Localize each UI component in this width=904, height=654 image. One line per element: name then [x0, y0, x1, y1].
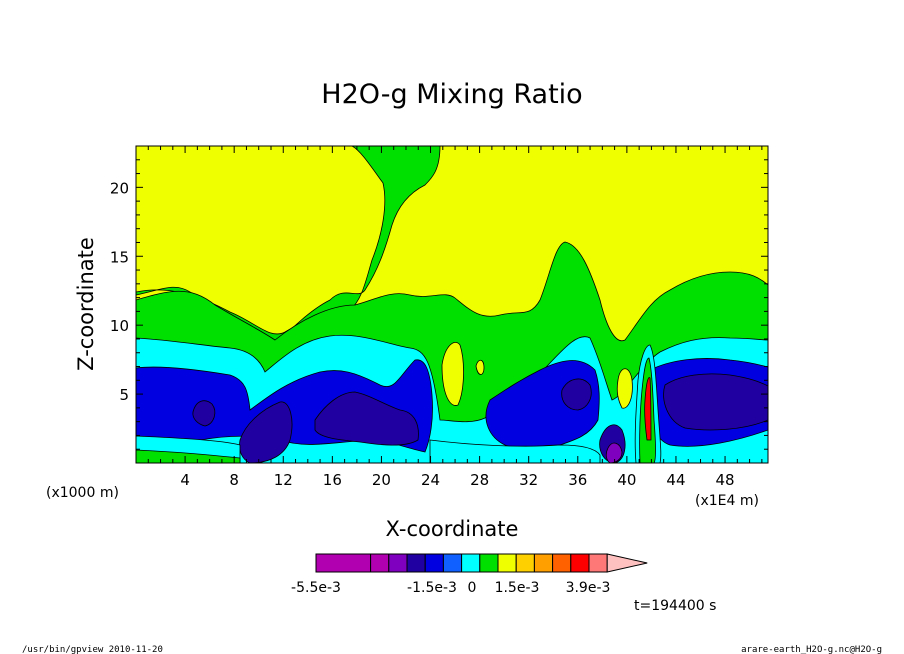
contour-fill-spike-red [644, 377, 652, 441]
footer-right: arare-earth_H2O-g.nc@H2O-g [741, 645, 882, 654]
x-tick-label: 44 [666, 471, 685, 489]
colorbar-cell [570, 553, 590, 573]
y-axis-label: Z-coordinate [74, 237, 98, 371]
colorbar-cell [515, 553, 535, 573]
chart-title: H2O-g Mixing Ratio [321, 79, 582, 110]
contour-fill-spike-purple [605, 442, 623, 463]
x-tick-label: 32 [519, 471, 538, 489]
x-tick-label: 40 [617, 471, 636, 489]
colorbar-tick-label: -1.5e-3 [407, 580, 457, 596]
x-tick-label: 36 [568, 471, 587, 489]
y-tick-label: 20 [110, 179, 129, 197]
colorbar-cell [588, 553, 608, 573]
contour-fill-yellow-island-2 [475, 359, 485, 375]
y-tick-marks: 5 10 15 20 [110, 159, 768, 450]
contour-fill-darkblue-4 [561, 378, 592, 411]
colorbar-cell [552, 553, 572, 573]
colorbar-labels: -5.5e-3 -1.5e-3 0 1.5e-3 3.9e-3 [291, 580, 610, 596]
colorbar-cell [533, 553, 554, 573]
y-tick-label: 15 [110, 248, 129, 266]
colorbar-cell [388, 553, 408, 573]
contour-fill-yellow-island-3 [616, 368, 633, 409]
y-tick-label: 5 [119, 386, 129, 404]
x-tick-marks: 4 8 12 16 20 24 28 32 36 40 44 48 [147, 146, 763, 489]
colorbar-cell [497, 553, 517, 573]
colorbar-tick-label: 3.9e-3 [566, 580, 611, 596]
colorbar-tick-label: 1.5e-3 [495, 580, 540, 596]
x-unit-note: (x1E4 m) [695, 493, 759, 509]
x-tick-label: 48 [716, 471, 735, 489]
colorbar-cell [442, 553, 463, 573]
x-axis-label: X-coordinate [386, 517, 519, 541]
contour-fill-yellow-island-1 [441, 341, 464, 406]
contour-fill-darkblue-1 [239, 401, 293, 463]
y-unit-note: (x1000 m) [46, 485, 119, 501]
contour-fill-green-bottom [136, 449, 241, 463]
colorbar-cell [406, 553, 426, 573]
contour-fill-darkblue-3 [192, 400, 216, 427]
x-tick-label: 12 [274, 471, 293, 489]
plot-frame [135, 145, 769, 464]
contour-fill-cyan-bottom-2 [429, 439, 601, 463]
x-tick-label: 24 [421, 471, 440, 489]
x-tick-label: 28 [470, 471, 489, 489]
x-tick-label: 4 [180, 471, 190, 489]
footer-left: /usr/bin/gpview 2010-11-20 [22, 645, 163, 654]
colorbar-cell [479, 553, 499, 573]
colorbar-cell [370, 553, 390, 573]
colorbar-tick-label: -5.5e-3 [291, 580, 341, 596]
time-label: t=194400 s [634, 598, 716, 614]
x-tick-label: 8 [229, 471, 239, 489]
colorbar-cell [315, 553, 372, 573]
colorbar-tick-label: 0 [468, 580, 477, 596]
x-tick-label: 16 [323, 471, 342, 489]
colorbar [315, 553, 648, 573]
y-tick-label: 10 [110, 317, 129, 335]
x-tick-label: 20 [372, 471, 391, 489]
colorbar-arrow [606, 553, 648, 573]
contour-fill-darkblue-5 [663, 373, 768, 431]
colorbar-cell [424, 553, 444, 573]
contour-fill-darkblue-2 [314, 391, 419, 446]
colorbar-cell [461, 553, 481, 573]
